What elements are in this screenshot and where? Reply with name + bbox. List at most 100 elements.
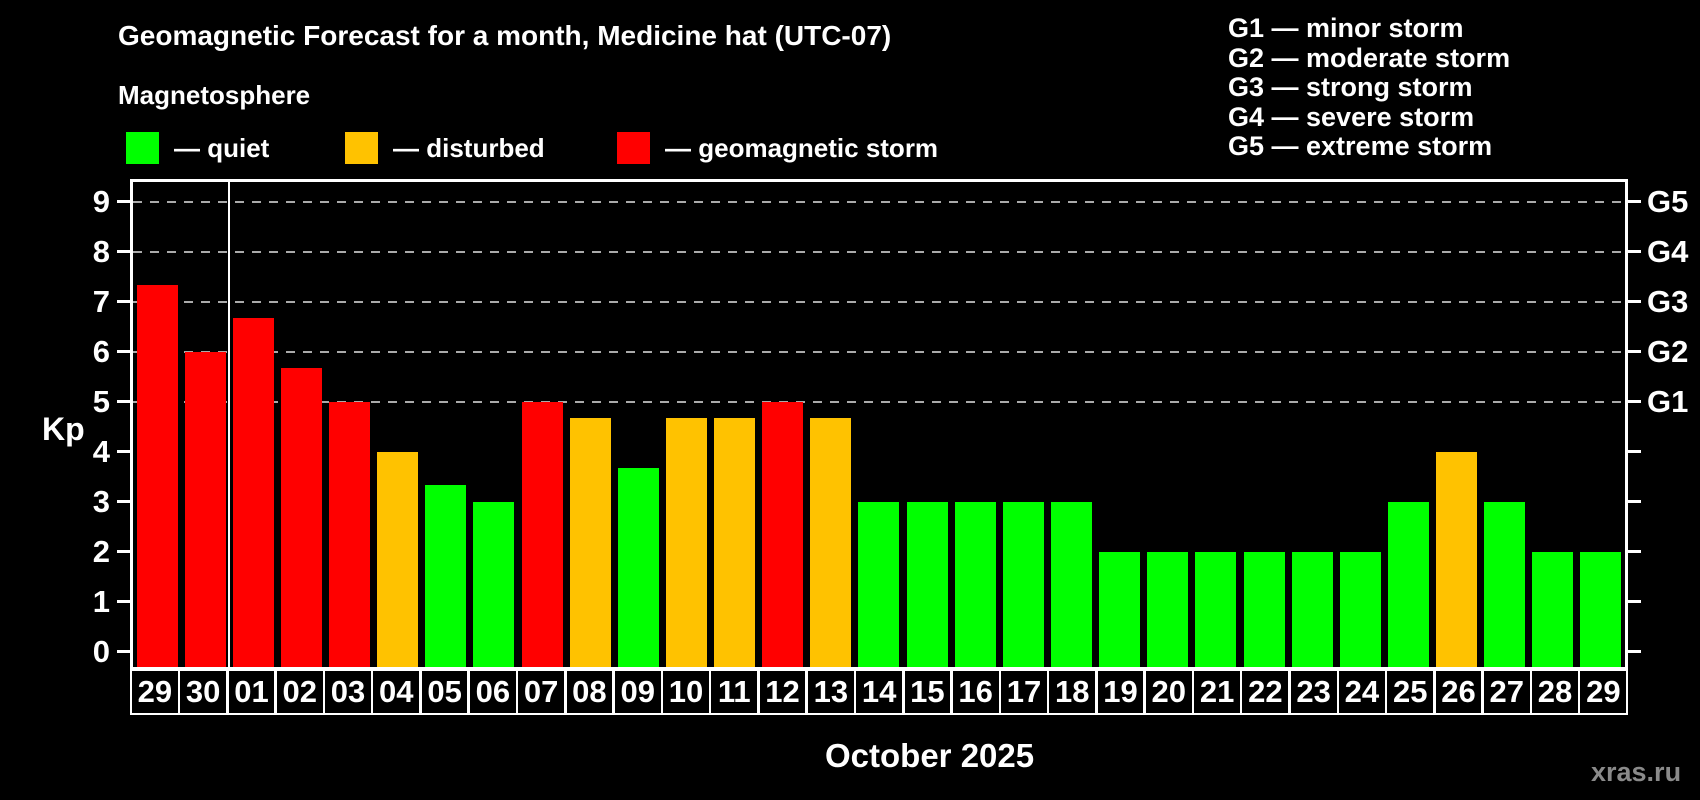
day-label-13: 13 — [807, 671, 854, 713]
day-label-22: 22 — [1242, 671, 1289, 713]
bar-day-28 — [1532, 551, 1574, 667]
bar-day-10 — [665, 418, 707, 667]
day-label-03: 03 — [325, 671, 371, 713]
day-label-27: 27 — [1483, 671, 1530, 713]
day-label-09: 09 — [614, 671, 661, 713]
bar-day-16 — [954, 501, 996, 667]
kp-tick-label-8: 8 — [92, 233, 110, 269]
y-axis-tick-right-4 — [1627, 450, 1641, 453]
storm-swatch-icon — [617, 132, 650, 164]
y-axis-tick-left-7 — [117, 300, 131, 303]
day-label-06: 06 — [469, 671, 516, 713]
disturbed-swatch-icon — [345, 132, 378, 164]
day-label-19: 19 — [1097, 671, 1144, 713]
day-label-29: 29 — [132, 671, 178, 713]
g-scale-legend-line-g1: G1 — minor storm — [1228, 13, 1464, 43]
legend-label-storm: — geomagnetic storm — [665, 132, 939, 163]
day-label-25: 25 — [1387, 671, 1434, 713]
bar-day-29 — [1580, 551, 1622, 667]
day-label-10: 10 — [663, 671, 709, 713]
y-axis-tick-right-2 — [1627, 550, 1641, 553]
bar-day-17 — [1002, 501, 1044, 667]
gridline-kp8 — [133, 250, 1625, 253]
day-label-21: 21 — [1194, 671, 1240, 713]
bar-day-14 — [858, 501, 900, 667]
bar-day-06 — [473, 501, 515, 667]
y-axis-tick-right-5 — [1627, 400, 1641, 403]
day-label-16: 16 — [952, 671, 999, 713]
bar-day-18 — [1051, 501, 1093, 667]
kp-tick-label-3: 3 — [92, 483, 110, 519]
day-label-26: 26 — [1435, 671, 1482, 713]
bar-day-15 — [906, 501, 948, 667]
gridline-kp5 — [133, 400, 1625, 403]
y-axis-tick-left-6 — [117, 350, 131, 353]
day-label-20: 20 — [1145, 671, 1192, 713]
kp-tick-label-4: 4 — [92, 433, 110, 469]
day-label-30: 30 — [180, 671, 227, 713]
g-scale-tick-label-g5: G5 — [1647, 183, 1689, 219]
kp-tick-label-7: 7 — [92, 283, 110, 319]
y-axis-tick-right-1 — [1627, 600, 1641, 603]
bar-day-07 — [521, 401, 563, 667]
day-label-14: 14 — [856, 671, 902, 713]
g-scale-legend-line-g5: G5 — extreme storm — [1228, 131, 1493, 162]
bar-day-30 — [184, 351, 226, 667]
y-axis-tick-left-1 — [117, 600, 131, 603]
bar-day-04 — [377, 451, 419, 667]
bar-day-01 — [232, 318, 274, 667]
bar-day-21 — [1195, 551, 1237, 667]
legend-item-quiet: — quiet — [126, 131, 269, 165]
y-axis-title: Kp — [42, 411, 85, 447]
bar-day-27 — [1484, 501, 1526, 667]
bar-day-03 — [329, 401, 371, 667]
bar-day-26 — [1436, 451, 1478, 667]
y-axis-tick-left-3 — [117, 500, 131, 503]
y-axis-tick-right-9 — [1627, 200, 1641, 203]
y-axis-tick-right-0 — [1627, 650, 1641, 653]
day-label-04: 04 — [373, 671, 420, 713]
bar-day-12 — [762, 401, 804, 667]
day-label-29: 29 — [1580, 671, 1627, 713]
bar-day-22 — [1243, 551, 1285, 667]
bar-day-20 — [1147, 551, 1189, 667]
kp-tick-label-2: 2 — [92, 533, 110, 569]
day-label-24: 24 — [1339, 671, 1385, 713]
month-separator-line — [228, 182, 231, 667]
g-scale-legend: G1 — minor storm G2 — moderate storm G3 … — [1228, 13, 1510, 162]
bar-day-19 — [1099, 551, 1141, 667]
g-scale-tick-label-g3: G3 — [1647, 283, 1689, 319]
day-label-15: 15 — [904, 671, 951, 713]
y-axis-tick-left-0 — [117, 650, 131, 653]
y-axis-tick-right-6 — [1627, 350, 1641, 353]
g-scale-legend-line-g4: G4 — severe storm — [1228, 101, 1475, 132]
y-axis-tick-right-8 — [1627, 250, 1641, 253]
legend-item-storm: — geomagnetic storm — [617, 131, 938, 165]
day-label-28: 28 — [1532, 671, 1578, 713]
day-label-01: 01 — [228, 671, 275, 713]
day-label-11: 11 — [711, 671, 758, 713]
day-label-07: 07 — [518, 671, 565, 713]
gridline-kp7 — [133, 300, 1625, 303]
bar-day-09 — [617, 468, 659, 667]
bar-day-23 — [1291, 551, 1333, 667]
day-label-17: 17 — [1001, 671, 1047, 713]
kp-tick-label-5: 5 — [92, 383, 110, 419]
day-label-02: 02 — [276, 671, 323, 713]
day-label-12: 12 — [759, 671, 806, 713]
kp-tick-label-0: 0 — [92, 633, 110, 669]
x-axis-title: October 2025 — [825, 737, 1035, 774]
g-scale-legend-line-g3: G3 — strong storm — [1228, 72, 1473, 103]
day-label-18: 18 — [1049, 671, 1096, 713]
y-axis-tick-left-8 — [117, 250, 131, 253]
day-label-05: 05 — [421, 671, 468, 713]
bar-day-02 — [280, 368, 322, 667]
x-axis-day-labels: 29 30 01 02 03 04 05 06 07 08 09 10 11 12 13 14 15 16 17 18… — [130, 669, 1628, 715]
bar-day-05 — [425, 485, 467, 667]
gridline-kp6 — [133, 350, 1625, 353]
y-axis-tick-right-3 — [1627, 500, 1641, 503]
g-scale-tick-label-g2: G2 — [1647, 333, 1689, 369]
kp-tick-label-6: 6 — [92, 333, 110, 369]
y-axis-tick-left-5 — [117, 400, 131, 403]
y-axis-tick-left-2 — [117, 550, 131, 553]
